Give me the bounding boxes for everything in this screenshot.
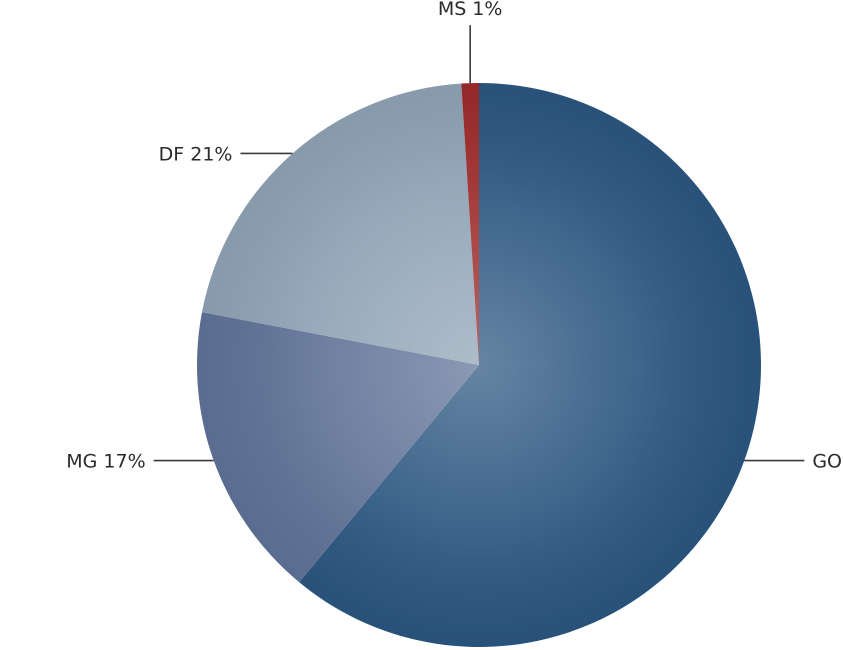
pie-labels: GO 61% MG 17% DF 21% MS 1% [66,0,843,473]
pie-label-ms: MS 1% [438,0,503,20]
pie-label-mg: MG 17% [66,451,145,473]
pie-label-go: GO 61% [812,451,843,473]
pie-slices [196,83,762,647]
pie-label-df: DF 21% [159,143,233,165]
